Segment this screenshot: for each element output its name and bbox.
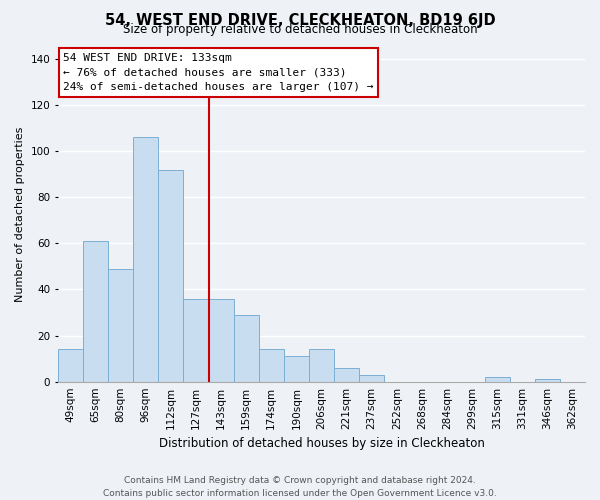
Bar	[359, 375, 384, 382]
Bar	[535, 380, 560, 382]
Bar	[108, 269, 133, 382]
Bar	[184, 298, 209, 382]
Bar	[133, 138, 158, 382]
X-axis label: Distribution of detached houses by size in Cleckheaton: Distribution of detached houses by size …	[158, 437, 484, 450]
Bar	[334, 368, 359, 382]
Text: Contains HM Land Registry data © Crown copyright and database right 2024.
Contai: Contains HM Land Registry data © Crown c…	[103, 476, 497, 498]
Text: 54 WEST END DRIVE: 133sqm
← 76% of detached houses are smaller (333)
24% of semi: 54 WEST END DRIVE: 133sqm ← 76% of detac…	[63, 52, 374, 92]
Text: Size of property relative to detached houses in Cleckheaton: Size of property relative to detached ho…	[122, 22, 478, 36]
Bar	[485, 377, 510, 382]
Bar	[158, 170, 184, 382]
Text: 54, WEST END DRIVE, CLECKHEATON, BD19 6JD: 54, WEST END DRIVE, CLECKHEATON, BD19 6J…	[104, 12, 496, 28]
Y-axis label: Number of detached properties: Number of detached properties	[15, 127, 25, 302]
Bar	[284, 356, 309, 382]
Bar	[58, 350, 83, 382]
Bar	[259, 350, 284, 382]
Bar	[233, 315, 259, 382]
Bar	[309, 350, 334, 382]
Bar	[83, 241, 108, 382]
Bar	[209, 298, 233, 382]
